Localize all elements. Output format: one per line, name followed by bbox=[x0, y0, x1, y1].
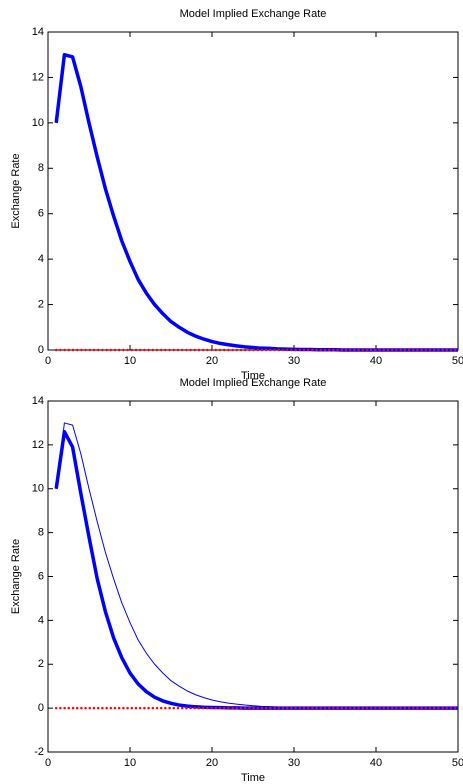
y-tick-label: 2 bbox=[38, 658, 44, 670]
y-axis-label: Exchange Rate bbox=[10, 539, 22, 614]
x-tick-label: 10 bbox=[124, 757, 136, 769]
x-tick-label: 30 bbox=[288, 757, 300, 769]
data-line bbox=[54, 52, 458, 352]
x-axis-label: Time bbox=[241, 370, 265, 382]
y-tick-label: 4 bbox=[38, 253, 44, 265]
y-tick-label: 8 bbox=[38, 162, 44, 174]
y-tick-label: 8 bbox=[38, 527, 44, 539]
y-tick-label: 10 bbox=[32, 483, 44, 495]
y-tick-label: 12 bbox=[32, 439, 44, 451]
x-tick-label: 20 bbox=[206, 757, 218, 769]
y-tick-label: 0 bbox=[38, 344, 44, 356]
x-tick-label: 10 bbox=[124, 355, 136, 367]
x-tick-label: 40 bbox=[370, 355, 382, 367]
chart-title: Model Implied Exchange Rate bbox=[180, 8, 327, 20]
y-tick-label: 6 bbox=[38, 570, 44, 582]
x-axis-label: Time bbox=[241, 772, 265, 784]
y-tick-label: 14 bbox=[32, 395, 44, 407]
y-tick-label: 2 bbox=[38, 298, 44, 310]
x-tick-label: 50 bbox=[452, 355, 463, 367]
x-tick-label: 20 bbox=[206, 355, 218, 367]
y-tick-label: 6 bbox=[38, 208, 44, 220]
data-line bbox=[54, 429, 458, 710]
y-tick-label: 12 bbox=[32, 71, 44, 83]
axes-box bbox=[47, 31, 459, 351]
x-tick-label: 30 bbox=[288, 355, 300, 367]
y-axis-label: Exchange Rate bbox=[10, 153, 22, 228]
x-tick-label: 40 bbox=[370, 757, 382, 769]
y-tick-label: 0 bbox=[38, 702, 44, 714]
axes-box bbox=[47, 400, 459, 753]
chart-title: Model Implied Exchange Rate bbox=[180, 377, 327, 389]
y-tick-label: -2 bbox=[34, 746, 44, 758]
x-tick-label: 50 bbox=[452, 757, 463, 769]
y-tick-label: 4 bbox=[38, 614, 44, 626]
y-tick-label: 10 bbox=[32, 117, 44, 129]
x-tick-label: 0 bbox=[45, 757, 51, 769]
y-tick-label: 14 bbox=[32, 26, 44, 38]
data-line bbox=[55, 422, 458, 709]
x-tick-label: 0 bbox=[45, 355, 51, 367]
